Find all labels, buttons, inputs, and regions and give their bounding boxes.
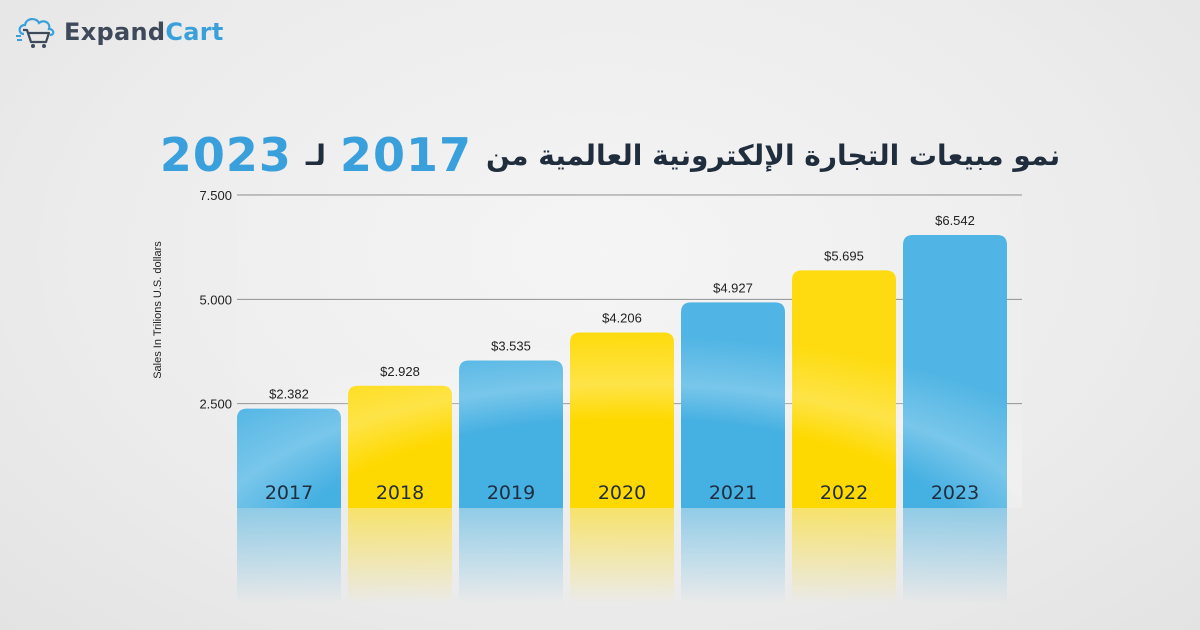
x-tick-label-2022: 2022	[820, 482, 868, 504]
brand-name-part2: Cart	[165, 18, 224, 46]
data-label-2022: $5.695	[824, 248, 864, 263]
chart-title-year-to: 2023	[159, 128, 292, 182]
bar-reflection-2017	[237, 508, 341, 604]
brand-logo: ExpandCart	[14, 14, 224, 50]
x-tick-label-2021: 2021	[709, 482, 757, 504]
x-tick-label-2023: 2023	[931, 482, 979, 504]
y-tick-label-2: 7.500	[199, 188, 232, 203]
bar-reflection-2023	[903, 508, 1007, 604]
bar-2021	[681, 302, 785, 508]
x-tick-label-2018: 2018	[376, 482, 424, 504]
data-label-2019: $3.535	[491, 338, 531, 353]
brand-name-part1: Expand	[64, 18, 166, 46]
y-tick-label-0: 2.500	[199, 397, 232, 412]
x-tick-label-2019: 2019	[487, 482, 535, 504]
bar-reflection-2019	[459, 508, 563, 604]
data-label-2018: $2.928	[380, 364, 420, 379]
bar-reflection-2021	[681, 508, 785, 604]
chart-title: نمو مبيعات التجارة الإلكترونية العالمية …	[0, 120, 1200, 190]
x-tick-label-2020: 2020	[598, 482, 646, 504]
bar-2022	[792, 270, 896, 508]
data-label-2021: $4.927	[713, 280, 753, 295]
chart-title-text: نمو مبيعات التجارة الإلكترونية العالمية …	[485, 138, 1061, 172]
bar-reflection-2018	[348, 508, 452, 604]
data-label-2023: $6.542	[935, 213, 975, 228]
y-tick-label-1: 5.000	[199, 292, 232, 307]
data-label-2017: $2.382	[269, 387, 309, 402]
chart-title-connector: لـ	[305, 138, 326, 172]
bar-2023	[903, 234, 1007, 508]
chart-title-year-from: 2017	[339, 128, 472, 182]
bar-reflection-2020	[570, 508, 674, 604]
bar-reflection-2022	[792, 508, 896, 604]
brand-name: ExpandCart	[64, 18, 224, 46]
data-label-2020: $4.206	[602, 310, 642, 325]
cart-cloud-icon	[16, 18, 55, 48]
x-tick-label-2017: 2017	[265, 482, 313, 504]
